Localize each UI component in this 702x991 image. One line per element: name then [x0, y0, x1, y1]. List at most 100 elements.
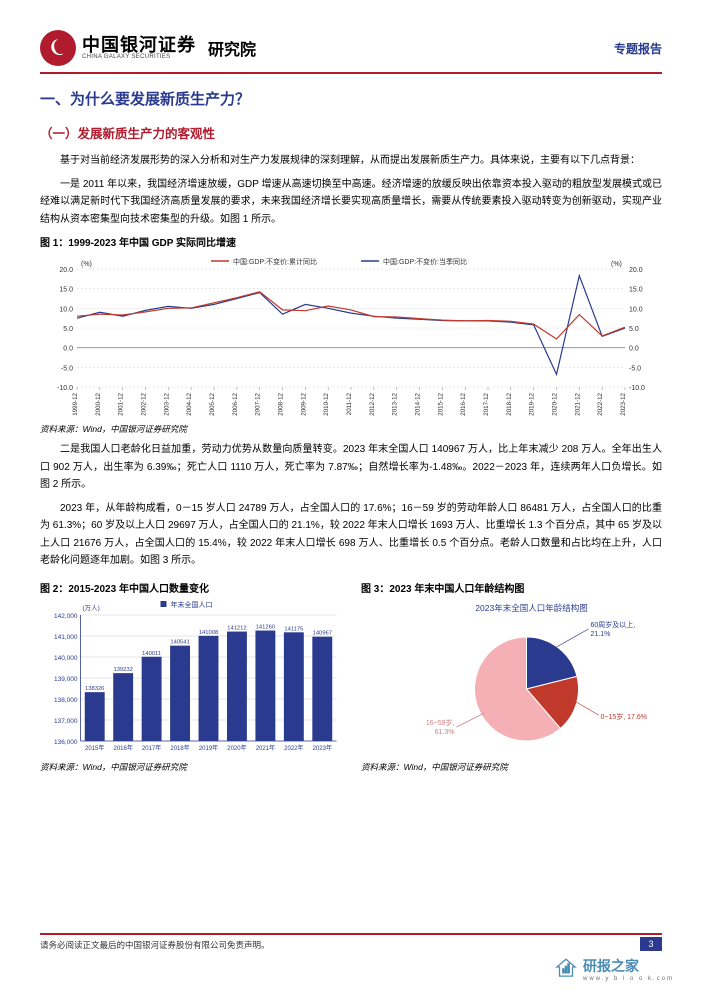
- watermark: 研报之家 www.y b l o o k.com: [553, 954, 674, 983]
- section-1-1-heading: （一）发展新质生产力的客观性: [40, 123, 662, 142]
- svg-text:-10.0: -10.0: [629, 385, 645, 392]
- svg-text:(%): (%): [611, 261, 622, 268]
- svg-text:20.0: 20.0: [629, 267, 643, 274]
- svg-text:137,000: 137,000: [54, 718, 78, 725]
- company-logo-icon: [40, 30, 76, 66]
- svg-text:61.3%: 61.3%: [435, 729, 455, 736]
- company-name-cn: 中国银河证券: [82, 36, 196, 54]
- svg-text:2015-12: 2015-12: [437, 392, 444, 415]
- paragraph-3: 二是我国人口老龄化日益加重，劳动力优势从数量向质量转变。2023 年末全国人口 …: [40, 441, 662, 494]
- svg-text:2020-12: 2020-12: [552, 392, 559, 415]
- svg-text:141175: 141175: [284, 626, 303, 632]
- svg-text:2011-12: 2011-12: [346, 392, 353, 415]
- svg-text:2013-12: 2013-12: [392, 392, 399, 415]
- watermark-sub: www.y b l o o k.com: [583, 976, 674, 982]
- figure-3-chart: 2023年末全国人口年龄结构图 60周岁及以上, 21.1% 0~15岁, 17.6%…: [361, 597, 662, 759]
- svg-text:1999-12: 1999-12: [72, 392, 79, 415]
- svg-text:60周岁及以上,: 60周岁及以上,: [591, 620, 636, 629]
- figure-2-source: 资料来源：Wind，中国银河证券研究院: [40, 761, 341, 773]
- institute-label: 研究院: [208, 36, 256, 60]
- svg-text:2023-12: 2023-12: [620, 392, 627, 415]
- svg-text:0.0: 0.0: [629, 346, 639, 353]
- svg-text:142,000: 142,000: [54, 613, 78, 620]
- svg-text:140,000: 140,000: [54, 655, 78, 662]
- svg-text:141260: 141260: [256, 624, 275, 630]
- svg-text:2018-12: 2018-12: [506, 392, 513, 415]
- svg-text:20.0: 20.0: [59, 267, 73, 274]
- watermark-house-icon: [553, 954, 579, 983]
- svg-text:2019年: 2019年: [199, 744, 218, 752]
- svg-text:2006-12: 2006-12: [232, 392, 239, 415]
- svg-text:-5.0: -5.0: [61, 365, 73, 372]
- svg-text:136,000: 136,000: [54, 739, 78, 746]
- svg-text:2016-12: 2016-12: [460, 392, 467, 415]
- svg-text:140967: 140967: [313, 630, 332, 636]
- svg-text:-5.0: -5.0: [629, 365, 641, 372]
- svg-text:2004-12: 2004-12: [186, 392, 193, 415]
- svg-text:15.0: 15.0: [59, 287, 73, 294]
- paragraph-2: 一是 2011 年以来，我国经济增速放缓，GDP 增速从高速切换至中高速。经济增…: [40, 176, 662, 229]
- figure-3-title: 图 3：2023 年末中国人口年龄结构图: [361, 580, 662, 595]
- svg-text:5.0: 5.0: [629, 326, 639, 333]
- svg-text:2021-12: 2021-12: [574, 392, 581, 415]
- svg-text:2017-12: 2017-12: [483, 392, 490, 415]
- svg-text:2001-12: 2001-12: [118, 392, 125, 415]
- paragraph-1: 基于对当前经济发展形势的深入分析和对生产力发展规律的深刻理解，从而提出发展新质生…: [40, 152, 662, 170]
- svg-text:2014-12: 2014-12: [415, 392, 422, 415]
- svg-text:140541: 140541: [170, 639, 189, 645]
- svg-text:2005-12: 2005-12: [209, 392, 216, 415]
- page-number: 3: [640, 937, 662, 951]
- svg-text:年末全国人口: 年末全国人口: [171, 600, 213, 609]
- company-name-en: CHINA GALAXY SECURITIES: [82, 54, 196, 60]
- svg-text:141,000: 141,000: [54, 634, 78, 641]
- svg-text:2015年: 2015年: [85, 744, 104, 752]
- svg-text:2000-12: 2000-12: [95, 392, 102, 415]
- svg-text:10.0: 10.0: [629, 306, 643, 313]
- paragraph-4: 2023 年，从年龄构成看，0－15 岁人口 24789 万人，占全国人口的 1…: [40, 500, 662, 570]
- svg-text:中国:GDP:不变价:累计同比: 中国:GDP:不变价:累计同比: [233, 257, 317, 266]
- svg-text:138326: 138326: [85, 686, 104, 692]
- svg-text:2012-12: 2012-12: [369, 392, 376, 415]
- disclaimer-text: 请务必阅读正文最后的中国银河证券股份有限公司免责声明。: [40, 939, 270, 951]
- svg-text:中国:GDP:不变价:当季同比: 中国:GDP:不变价:当季同比: [383, 257, 467, 266]
- svg-text:2007-12: 2007-12: [255, 392, 262, 415]
- svg-text:141008: 141008: [199, 629, 218, 635]
- svg-text:21.1%: 21.1%: [591, 631, 611, 638]
- svg-text:(万人): (万人): [83, 604, 100, 612]
- page-header: 中国银河证券 CHINA GALAXY SECURITIES 研究院 专题报告: [40, 30, 662, 66]
- svg-text:2023年: 2023年: [313, 744, 332, 752]
- svg-text:2021年: 2021年: [256, 744, 275, 752]
- company-logo-block: 中国银河证券 CHINA GALAXY SECURITIES 研究院: [40, 30, 256, 66]
- svg-text:15.0: 15.0: [629, 287, 643, 294]
- report-type-label: 专题报告: [614, 40, 662, 57]
- svg-text:16~59岁,: 16~59岁,: [426, 718, 455, 727]
- svg-text:140011: 140011: [142, 650, 161, 656]
- svg-text:2017年: 2017年: [142, 744, 161, 752]
- svg-text:141212: 141212: [227, 625, 246, 631]
- figure-2-title: 图 2：2015-2023 年中国人口数量变化: [40, 580, 341, 595]
- svg-text:2003-12: 2003-12: [163, 392, 170, 415]
- svg-text:139232: 139232: [113, 667, 132, 673]
- svg-text:138,000: 138,000: [54, 697, 78, 704]
- watermark-main: 研报之家: [583, 960, 639, 975]
- svg-text:2018年: 2018年: [170, 744, 189, 752]
- svg-text:139,000: 139,000: [54, 676, 78, 683]
- svg-text:2016年: 2016年: [113, 744, 132, 752]
- svg-text:2008-12: 2008-12: [278, 392, 285, 415]
- figure-3-source: 资料来源：Wind，中国银河证券研究院: [361, 761, 662, 773]
- figure-2-chart: 136,000 137,000 138,000 139,000 140,000 141,0…: [40, 597, 341, 759]
- svg-text:2023年末全国人口年龄结构图: 2023年末全国人口年龄结构图: [475, 603, 587, 613]
- svg-text:2020年: 2020年: [227, 744, 246, 752]
- footer-divider: [40, 933, 662, 935]
- svg-text:0~15岁, 17.6%: 0~15岁, 17.6%: [601, 712, 648, 721]
- figure-1-chart: -10.0 -10.0 -5.0 -5.0 0.0 0.0 5.0 5.0 10.0 10.0 15…: [40, 251, 662, 421]
- svg-text:0.0: 0.0: [63, 346, 73, 353]
- svg-text:2022-12: 2022-12: [597, 392, 604, 415]
- figure-1-title: 图 1：1999-2023 年中国 GDP 实际同比增速: [40, 234, 662, 249]
- svg-text:2022年: 2022年: [284, 744, 303, 752]
- svg-text:5.0: 5.0: [63, 326, 73, 333]
- figure-1-source: 资料来源：Wind，中国银河证券研究院: [40, 423, 662, 435]
- svg-text:10.0: 10.0: [59, 306, 73, 313]
- header-divider: [40, 72, 662, 74]
- svg-text:-10.0: -10.0: [57, 385, 73, 392]
